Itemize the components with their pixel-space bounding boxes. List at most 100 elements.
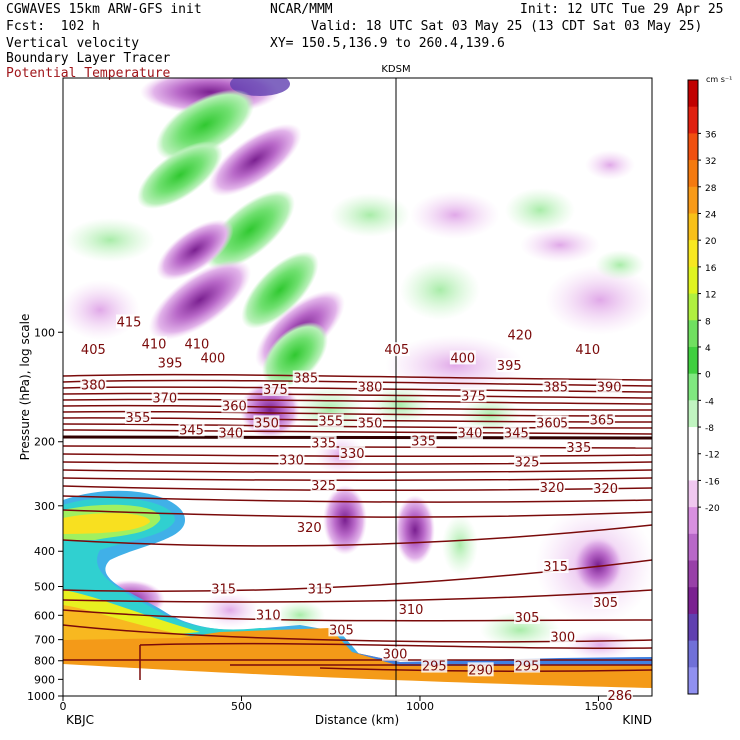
colorbar-frame — [687, 79, 699, 695]
theta-label-bg — [183, 336, 210, 351]
colorbar-tick-label: 28 — [705, 184, 717, 194]
model-title: CGWAVES 15km ARW-GFS init — [6, 2, 202, 17]
theta-label-bg — [262, 381, 289, 396]
forecast-hour: Fcst: 102 h — [6, 19, 100, 34]
valid-time: Valid: 18 UTC Sat 03 May 25 (13 CDT Sat … — [311, 19, 703, 34]
theta-label-bg — [514, 609, 541, 624]
theta-label: 350 — [358, 416, 383, 431]
colorbar-tick-label: 36 — [705, 130, 717, 140]
theta-label: 320 — [297, 521, 322, 536]
theta-label-bg — [292, 370, 319, 385]
theta-label-bg — [592, 594, 619, 609]
theta-label: 315 — [543, 560, 568, 575]
theta-label: 335 — [566, 441, 591, 456]
theta-label: 395 — [497, 359, 522, 374]
theta-label: 390 — [597, 381, 622, 396]
theta-label-bg — [116, 314, 143, 329]
colorbar: 36 32 28 24 20 16 12 8 4 0 -4 -8 -12 -16 -20 — [687, 79, 720, 695]
theta-label: 380 — [358, 381, 383, 396]
theta-label-bg — [421, 658, 448, 673]
colorbar-swatch — [688, 480, 698, 508]
left-station-label: KBJC — [66, 713, 94, 727]
theta-label-bg — [157, 355, 184, 370]
theta-label-bg — [467, 662, 494, 677]
colorbar-swatch — [688, 160, 698, 188]
colorbar-swatch — [688, 640, 698, 668]
colorbar-tick-label: 16 — [705, 264, 717, 274]
theta-label: 375 — [461, 389, 486, 404]
colorbar-tick-label: 12 — [705, 291, 716, 301]
theta-label: 295 — [515, 660, 540, 675]
theta-label: 410 — [184, 337, 209, 352]
colorbar-tick-label: 32 — [705, 157, 716, 167]
colorbar-tick-label: -4 — [705, 397, 714, 407]
theta-label-bg — [339, 445, 366, 460]
theta-label-bg — [535, 415, 562, 430]
station-marker-label: KDSM — [381, 64, 410, 75]
theta-label: 325 — [311, 479, 336, 494]
theta-label-bg — [310, 478, 337, 493]
colorbar-swatch — [688, 133, 698, 161]
colorbar-swatch — [688, 613, 698, 642]
theta-label-bg — [253, 415, 280, 430]
theta-label-bg — [296, 519, 323, 534]
theta-label: 290 — [468, 663, 493, 678]
theta-label: 295 — [422, 660, 447, 675]
y-tick-label: 300 — [34, 500, 55, 513]
theta-label-bg — [574, 342, 601, 357]
y-axis-title: Pressure (hPa), log scale — [18, 314, 32, 461]
right-station-label: KIND — [622, 713, 652, 727]
theta-label-bg — [542, 559, 569, 574]
x-tick-label: 1000 — [406, 700, 434, 713]
theta-label: 286 — [607, 689, 632, 704]
theta-label-bg — [514, 454, 541, 469]
theta-label: 400 — [201, 351, 226, 366]
theta-label-bg — [596, 379, 623, 394]
theta-label-bg — [356, 379, 383, 394]
theta-label-bg — [456, 425, 483, 440]
colorbar-swatch — [688, 346, 698, 375]
colorbar-swatch — [688, 186, 698, 214]
theta-label-bg — [549, 629, 576, 644]
theta-label-bg — [460, 388, 487, 403]
theta-label-bg — [210, 581, 237, 596]
theta-label-bg — [124, 409, 151, 424]
y-tick-label: 200 — [34, 436, 55, 449]
theta-label: 325 — [515, 455, 540, 470]
org-label: NCAR/MMM — [270, 2, 333, 17]
theta-label: 410 — [142, 337, 167, 352]
colorbar-tick-label: -16 — [705, 477, 720, 487]
field-boundary-layer-tracer: Boundary Layer Tracer — [6, 51, 171, 66]
theta-label: 320 — [593, 482, 618, 497]
theta-label-bg — [506, 327, 533, 342]
theta-label: 335 — [311, 436, 336, 451]
y-axis: 100 200 300 400 500 600 700 800 900 1000 — [27, 326, 63, 703]
theta-label: 400 — [450, 351, 475, 366]
colorbar-swatch — [688, 213, 698, 241]
theta-label-bg — [383, 342, 410, 357]
x-axis-title: Distance (km) — [315, 713, 399, 727]
theta-label-bg — [151, 390, 178, 405]
theta-label: 365 — [590, 414, 615, 429]
theta-label: 360 — [222, 399, 247, 414]
theta-label: 330 — [279, 453, 304, 468]
theta-label: 335 — [411, 435, 436, 450]
theta-label: 405 — [81, 343, 106, 358]
theta-label: 370 — [152, 391, 177, 406]
colorbar-swatch — [688, 106, 698, 134]
theta-label: 340 — [458, 427, 483, 442]
theta-label-bg — [307, 581, 334, 596]
y-tick-label: 500 — [34, 581, 55, 594]
theta-label: 395 — [158, 357, 183, 372]
colorbar-swatch — [688, 427, 698, 455]
x-axis: 0 500 1000 1500 — [60, 696, 612, 713]
theta-label-bg — [503, 425, 530, 440]
theta-label-bg — [565, 439, 592, 454]
theta-label-bg — [496, 358, 523, 373]
colorbar-tick-label: 20 — [705, 237, 717, 247]
colorbar-swatch — [688, 293, 698, 321]
theta-label-bg — [80, 342, 107, 357]
theta-label: 410 — [575, 343, 600, 358]
theta-label-bg — [199, 350, 226, 365]
theta-label: 385 — [543, 381, 568, 396]
